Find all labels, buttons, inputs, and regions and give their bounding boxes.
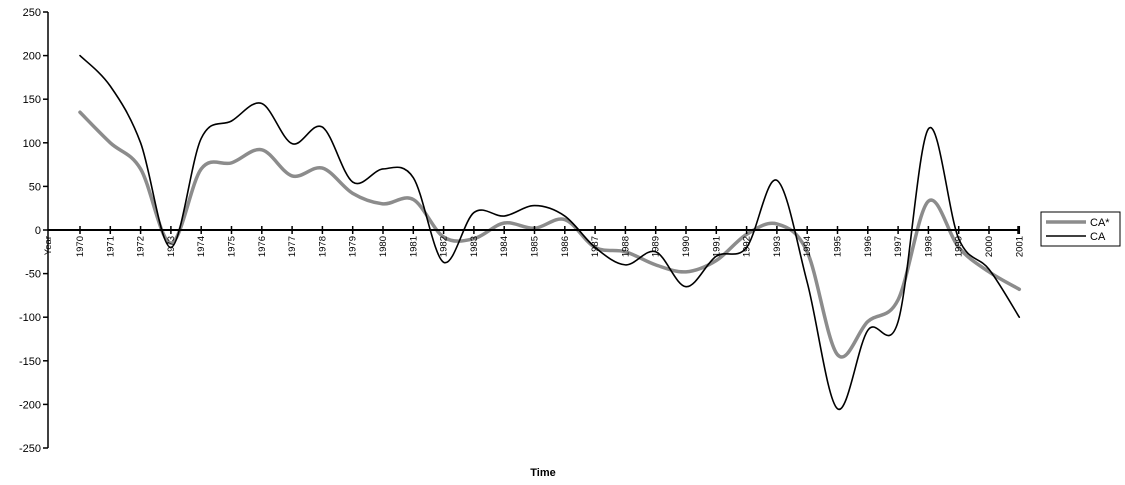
series-line-ca-star	[78, 110, 1022, 359]
y-tick-label: 0	[35, 225, 41, 237]
x-tick-label: 1987	[590, 236, 601, 257]
x-tick-label: 1996	[863, 236, 874, 257]
y-tick-label: -150	[19, 356, 41, 368]
x-tick-label: 1977	[287, 236, 298, 257]
x-axis-first-label: Year	[43, 236, 54, 255]
x-tick-label: 1985	[530, 236, 541, 257]
x-tick-label: 1982	[439, 236, 450, 257]
x-tick-label: 1995	[833, 236, 844, 257]
series-line-ca	[79, 54, 1021, 410]
x-tick-label: 1978	[317, 236, 328, 257]
x-tick-label: 1972	[136, 236, 147, 257]
y-tick-label: 50	[29, 181, 41, 193]
legend-entry: CA*	[1090, 217, 1110, 229]
x-tick-label: 1975	[227, 236, 238, 257]
x-tick-label: 1992	[742, 236, 753, 257]
y-tick-label: 100	[23, 138, 41, 150]
x-tick-label: 1980	[378, 236, 389, 257]
y-axis: 250 200 150 100 50 0 -50 -100 -150 -200 -250	[19, 7, 49, 455]
legend: CA* CA	[1040, 211, 1121, 247]
x-axis-title: Time	[530, 467, 555, 479]
x-tick-label: 1986	[560, 236, 571, 257]
series-lines	[78, 54, 1022, 410]
x-tick-label: 2000	[984, 236, 995, 257]
y-tick-label: 150	[23, 94, 41, 106]
legend-box	[1040, 211, 1121, 247]
x-tick-label: 1971	[105, 236, 116, 257]
x-tick-label: 1983	[469, 236, 480, 257]
x-tick-label: 1979	[348, 236, 359, 257]
x-tick-label: 1973	[166, 236, 177, 257]
x-tick-label: 1976	[257, 236, 268, 257]
x-tick-label: 1990	[681, 236, 692, 257]
x-tick-label: 2001	[1014, 236, 1025, 257]
x-tick-label: 1994	[802, 236, 813, 257]
x-tick-label: 1997	[893, 236, 904, 257]
x-tick-label: 1989	[651, 236, 662, 257]
x-tick-label: 1984	[499, 236, 510, 257]
y-tick-label: -200	[19, 399, 41, 411]
legend-entry: CA	[1090, 231, 1106, 243]
x-tick-label: 1998	[923, 236, 934, 257]
x-tick-label: 1974	[196, 236, 207, 257]
x-tick-label: 1999	[954, 236, 965, 257]
y-tick-label: -100	[19, 312, 41, 324]
x-tick-label: 1988	[620, 236, 631, 257]
x-tick-label: 1993	[772, 236, 783, 257]
x-axis: Year 1970 1971 1972 1973 1974 1975 1976 1977 1978…	[43, 226, 1025, 257]
y-tick-label: 250	[23, 7, 41, 19]
x-tick-label: 1981	[408, 236, 419, 257]
y-tick-label: 200	[23, 51, 41, 63]
y-tick-label: -250	[19, 443, 41, 455]
x-tick-label: 1970	[75, 236, 86, 257]
x-tick-label: 1991	[711, 236, 722, 257]
y-tick-label: -50	[25, 269, 41, 281]
